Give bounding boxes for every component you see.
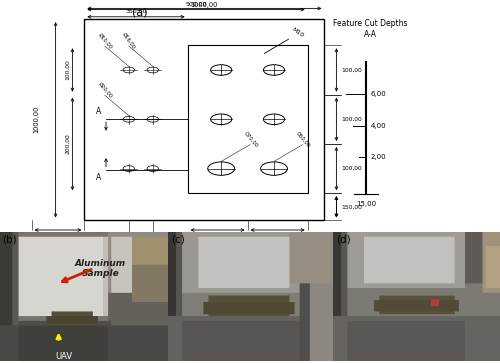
Bar	[188, 45, 308, 193]
Bar	[84, 19, 324, 220]
Text: (a): (a)	[132, 7, 148, 17]
Text: (c): (c)	[171, 234, 184, 244]
Text: 100,00: 100,00	[341, 117, 362, 122]
Text: 100,00: 100,00	[341, 68, 362, 73]
Text: Feature Cut Depths: Feature Cut Depths	[333, 19, 407, 28]
Text: 6,00: 6,00	[370, 91, 386, 97]
Text: 60,00: 60,00	[98, 240, 115, 245]
Text: UAV: UAV	[55, 351, 72, 360]
Text: 1000,00: 1000,00	[34, 106, 40, 134]
Text: Ø10,00: Ø10,00	[96, 32, 113, 50]
Text: 15,00: 15,00	[356, 201, 376, 207]
Text: M10: M10	[291, 26, 304, 38]
Text: A: A	[96, 107, 102, 116]
Text: A: A	[96, 173, 102, 182]
Text: 500,00: 500,00	[186, 2, 206, 7]
Text: Ò70,00: Ò70,00	[242, 131, 258, 149]
Text: Ò50,00: Ò50,00	[294, 131, 311, 149]
Text: 60,00: 60,00	[132, 240, 149, 245]
Text: 200,00: 200,00	[65, 134, 70, 154]
Text: Aluminum
Sample: Aluminum Sample	[75, 259, 126, 278]
Text: (b): (b)	[2, 234, 16, 244]
Text: 4,00: 4,00	[370, 123, 386, 129]
Text: 150,00: 150,00	[267, 233, 288, 238]
Text: (d): (d)	[336, 234, 350, 244]
Text: 1000,00: 1000,00	[190, 2, 218, 8]
Text: 2,00: 2,00	[370, 154, 386, 160]
Text: Ø20,00: Ø20,00	[96, 82, 113, 99]
Text: Ø16,00: Ø16,00	[122, 32, 136, 50]
Text: 100,00: 100,00	[207, 233, 228, 238]
Text: 150,00: 150,00	[341, 204, 362, 209]
Text: 100,00: 100,00	[65, 60, 70, 80]
Text: 350,00: 350,00	[125, 9, 147, 14]
Text: 100,00: 100,00	[341, 166, 362, 171]
Text: 150,00: 150,00	[48, 233, 68, 238]
Text: A-A: A-A	[364, 30, 376, 39]
